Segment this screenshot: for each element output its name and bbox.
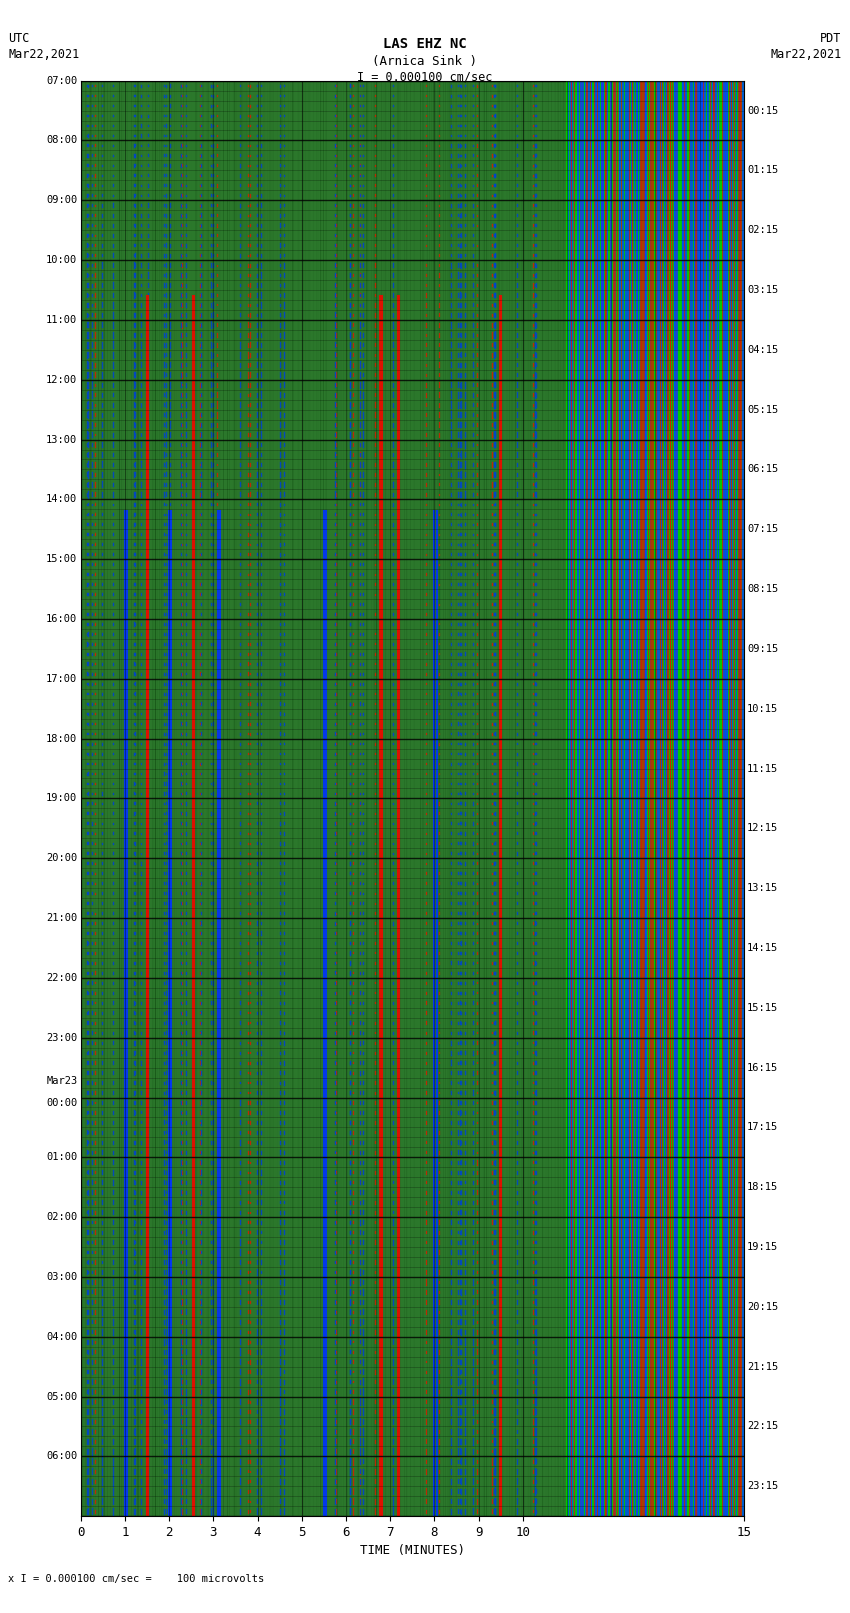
- Text: x I = 0.000100 cm/sec =    100 microvolts: x I = 0.000100 cm/sec = 100 microvolts: [8, 1574, 264, 1584]
- Text: 04:15: 04:15: [747, 345, 779, 355]
- Text: 12:00: 12:00: [46, 374, 77, 386]
- Text: 00:00: 00:00: [46, 1097, 77, 1108]
- Text: 19:00: 19:00: [46, 794, 77, 803]
- Text: 03:00: 03:00: [46, 1273, 77, 1282]
- Text: 18:15: 18:15: [747, 1182, 779, 1192]
- Text: 07:00: 07:00: [46, 76, 77, 85]
- Text: 01:00: 01:00: [46, 1152, 77, 1163]
- Text: 22:15: 22:15: [747, 1421, 779, 1431]
- Text: 05:15: 05:15: [747, 405, 779, 415]
- Text: 22:00: 22:00: [46, 973, 77, 982]
- Text: 14:00: 14:00: [46, 494, 77, 505]
- Text: 08:15: 08:15: [747, 584, 779, 594]
- Text: 14:15: 14:15: [747, 944, 779, 953]
- Text: 17:00: 17:00: [46, 674, 77, 684]
- Text: 09:00: 09:00: [46, 195, 77, 205]
- Text: 05:00: 05:00: [46, 1392, 77, 1402]
- Text: 06:15: 06:15: [747, 465, 779, 474]
- X-axis label: TIME (MINUTES): TIME (MINUTES): [360, 1545, 465, 1558]
- Text: 02:00: 02:00: [46, 1211, 77, 1223]
- Text: 19:15: 19:15: [747, 1242, 779, 1252]
- Text: 03:15: 03:15: [747, 286, 779, 295]
- Text: 23:15: 23:15: [747, 1481, 779, 1492]
- Text: PDT: PDT: [820, 32, 842, 45]
- Text: 12:15: 12:15: [747, 823, 779, 834]
- Text: 04:00: 04:00: [46, 1332, 77, 1342]
- Text: 18:00: 18:00: [46, 734, 77, 744]
- Text: 17:15: 17:15: [747, 1123, 779, 1132]
- Text: 10:15: 10:15: [747, 703, 779, 713]
- Text: LAS EHZ NC: LAS EHZ NC: [383, 37, 467, 52]
- Text: 21:00: 21:00: [46, 913, 77, 923]
- Text: 21:15: 21:15: [747, 1361, 779, 1371]
- Text: 16:00: 16:00: [46, 615, 77, 624]
- Text: 07:15: 07:15: [747, 524, 779, 534]
- Text: 06:00: 06:00: [46, 1452, 77, 1461]
- Text: 13:15: 13:15: [747, 884, 779, 894]
- Text: 10:00: 10:00: [46, 255, 77, 265]
- Text: Mar23: Mar23: [46, 1076, 77, 1086]
- Text: 15:00: 15:00: [46, 555, 77, 565]
- Text: I = 0.000100 cm/sec: I = 0.000100 cm/sec: [357, 71, 493, 84]
- Text: 00:15: 00:15: [747, 105, 779, 116]
- Text: Mar22,2021: Mar22,2021: [770, 48, 842, 61]
- Text: 15:15: 15:15: [747, 1003, 779, 1013]
- Text: 02:15: 02:15: [747, 226, 779, 235]
- Text: 01:15: 01:15: [747, 166, 779, 176]
- Text: 23:00: 23:00: [46, 1032, 77, 1042]
- Text: 20:00: 20:00: [46, 853, 77, 863]
- Text: UTC: UTC: [8, 32, 30, 45]
- Text: 11:00: 11:00: [46, 315, 77, 324]
- Text: 08:00: 08:00: [46, 135, 77, 145]
- Text: 13:00: 13:00: [46, 434, 77, 445]
- Text: 16:15: 16:15: [747, 1063, 779, 1073]
- Text: Mar22,2021: Mar22,2021: [8, 48, 80, 61]
- Text: (Arnica Sink ): (Arnica Sink ): [372, 55, 478, 68]
- Text: 09:15: 09:15: [747, 644, 779, 653]
- Text: 11:15: 11:15: [747, 763, 779, 774]
- Text: 20:15: 20:15: [747, 1302, 779, 1311]
